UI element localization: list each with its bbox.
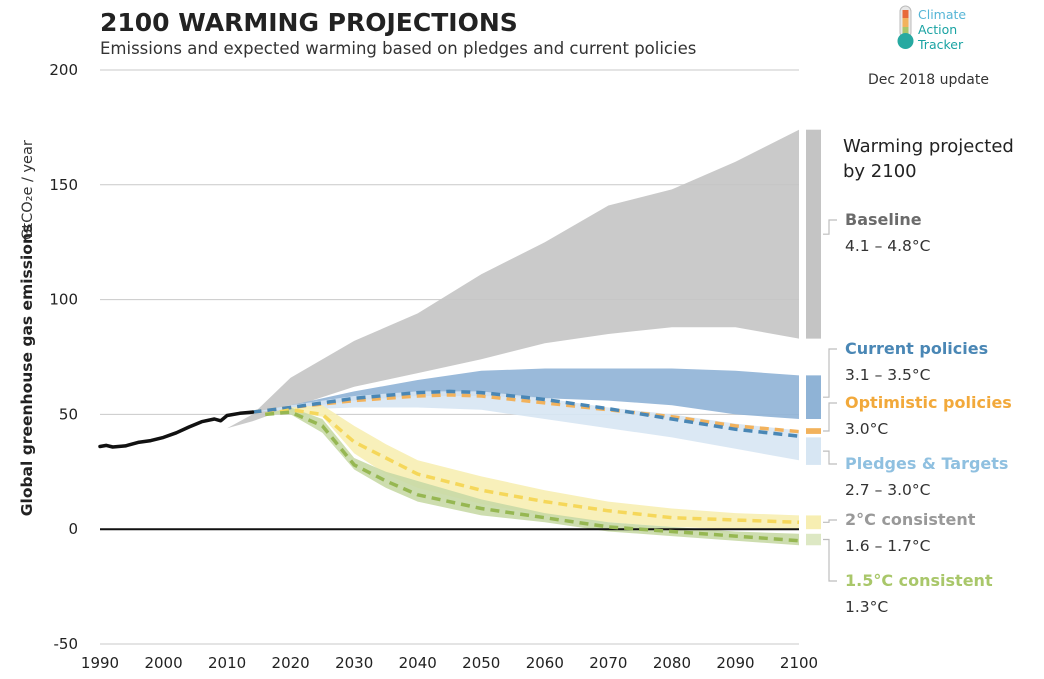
x-tick-label: 2000 [144,654,182,672]
line-historical [98,410,255,449]
legend-bar-baseline [806,129,821,339]
legend-range-current-policies: 3.1 – 3.5°C [845,366,930,384]
x-tick-label: 2030 [335,654,373,672]
legend-connector [823,538,837,582]
thermometer-icon [897,5,914,49]
line-1-5-c-consistent [265,410,800,543]
y-tick-label: 0 [68,520,78,538]
band-1-5-c-consistent [265,407,799,546]
legend-bars [806,129,837,582]
band-2-c-consistent [265,405,799,530]
x-tick-label: 2040 [399,654,437,672]
y-tick-label: 150 [49,176,78,194]
legend-range-1-5-c-consistent: 1.3°C [845,598,888,616]
x-tick-label: 2090 [716,654,754,672]
x-tick-labels: 1990 2000 2010 2020 2030 2040 2050 2060 2070 2080… [81,654,818,672]
y-tick-label: 50 [59,405,78,423]
band-baseline [227,129,800,429]
y-tick-label: -50 [54,635,79,653]
legend-connector [823,219,837,235]
x-tick-label: 2060 [526,654,564,672]
chart-subtitle: Emissions and expected warming based on … [100,39,696,58]
x-tick-label: 2070 [589,654,627,672]
y-axis-label: Global greenhouse gas emissions [18,224,36,516]
logo-line-2: Action [918,22,957,37]
legend-bar-2-c-consistent [806,515,821,530]
band-current-policies [252,368,799,419]
x-tick-label: 2100 [780,654,818,672]
legend-name-baseline: Baseline [845,210,922,229]
x-tick-label: 2020 [272,654,310,672]
y-tick-labels: 200 150 100 50 0 -50 [49,61,78,653]
climate-action-tracker-logo: Climate Action Tracker [897,5,966,52]
legend-range-pledges-targets: 2.7 – 3.0°C [845,481,930,499]
legend-bar-optimistic-policies [806,428,821,434]
y-tick-label: 100 [49,291,78,309]
y-tick-label: 200 [49,61,78,79]
legend-range-optimistic-policies: 3.0°C [845,420,888,438]
legend-heading-line-1: Warming projected [843,136,1014,157]
legend-bar-1-5-c-consistent [806,533,821,546]
x-tick-label: 2010 [208,654,246,672]
scenario-bands [227,129,800,546]
line-2-c-consistent [264,408,800,525]
legend-name-2-c-consistent: 2°C consistent [845,510,976,529]
legend-name-pledges-targets: Pledges & Targets [845,454,1008,473]
scenario-lines [98,389,800,543]
y-axis-label-group: Global greenhouse gas emissions [18,224,36,516]
x-tick-label: 2080 [653,654,691,672]
y-axis-unit: GtCO₂e / year [20,140,36,240]
legend-name-optimistic-policies: Optimistic policies [845,393,1012,412]
update-label: Dec 2018 update [868,72,989,88]
line-current-policies [252,389,800,438]
legend-connector [823,519,837,523]
legend-range-baseline: 4.1 – 4.8°C [845,237,930,255]
legend-connector [823,450,837,465]
legend-heading-line-2: by 2100 [843,161,917,182]
legend-name-1-5-c-consistent: 1.5°C consistent [845,571,993,590]
x-tick-label: 1990 [81,654,119,672]
legend: Warming projected by 2100 Baseline 4.1 – … [843,136,1014,616]
legend-connector [823,348,837,398]
legend-range-2-c-consistent: 1.6 – 1.7°C [845,537,930,555]
logo-line-1: Climate [918,7,966,22]
band-pledges-targets [252,391,799,461]
y-axis-unit-group: GtCO₂e / year [20,140,36,240]
x-tick-label: 2050 [462,654,500,672]
legend-bar-pledges-targets [806,437,821,465]
chart-title: 2100 WARMING PROJECTIONS [100,8,518,37]
legend-connector [823,402,837,432]
logo-line-3: Tracker [917,37,964,52]
legend-bar-current-policies [806,375,821,419]
legend-name-current-policies: Current policies [845,339,988,358]
